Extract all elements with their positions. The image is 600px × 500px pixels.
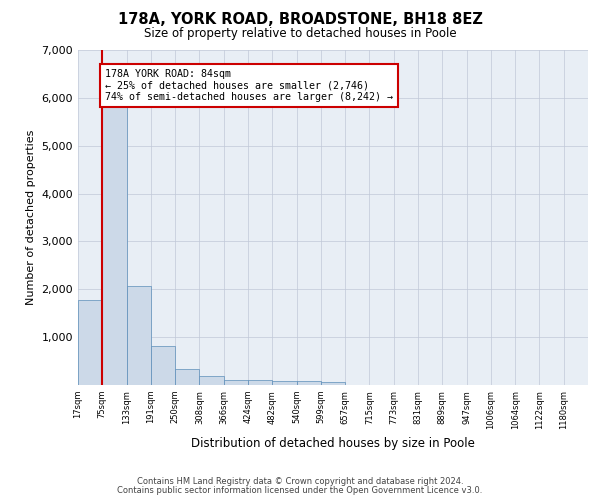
Y-axis label: Number of detached properties: Number of detached properties	[26, 130, 36, 305]
Bar	[78, 300, 102, 385]
Bar	[321, 382, 345, 385]
Text: 178A YORK ROAD: 84sqm
← 25% of detached houses are smaller (2,746)
74% of semi-d: 178A YORK ROAD: 84sqm ← 25% of detached …	[105, 69, 393, 102]
Bar	[296, 382, 321, 385]
Text: Contains public sector information licensed under the Open Government Licence v3: Contains public sector information licen…	[118, 486, 482, 495]
Text: 178A, YORK ROAD, BROADSTONE, BH18 8EZ: 178A, YORK ROAD, BROADSTONE, BH18 8EZ	[118, 12, 482, 28]
Text: Size of property relative to detached houses in Poole: Size of property relative to detached ho…	[143, 28, 457, 40]
Text: Contains HM Land Registry data © Crown copyright and database right 2024.: Contains HM Land Registry data © Crown c…	[137, 477, 463, 486]
Bar	[102, 108, 127, 385]
Bar	[151, 346, 175, 385]
Bar	[127, 286, 151, 385]
Bar	[224, 380, 248, 385]
X-axis label: Distribution of detached houses by size in Poole: Distribution of detached houses by size …	[191, 437, 475, 450]
Bar	[175, 368, 199, 385]
Bar	[272, 381, 296, 385]
Bar	[199, 376, 224, 385]
Bar	[248, 380, 272, 385]
